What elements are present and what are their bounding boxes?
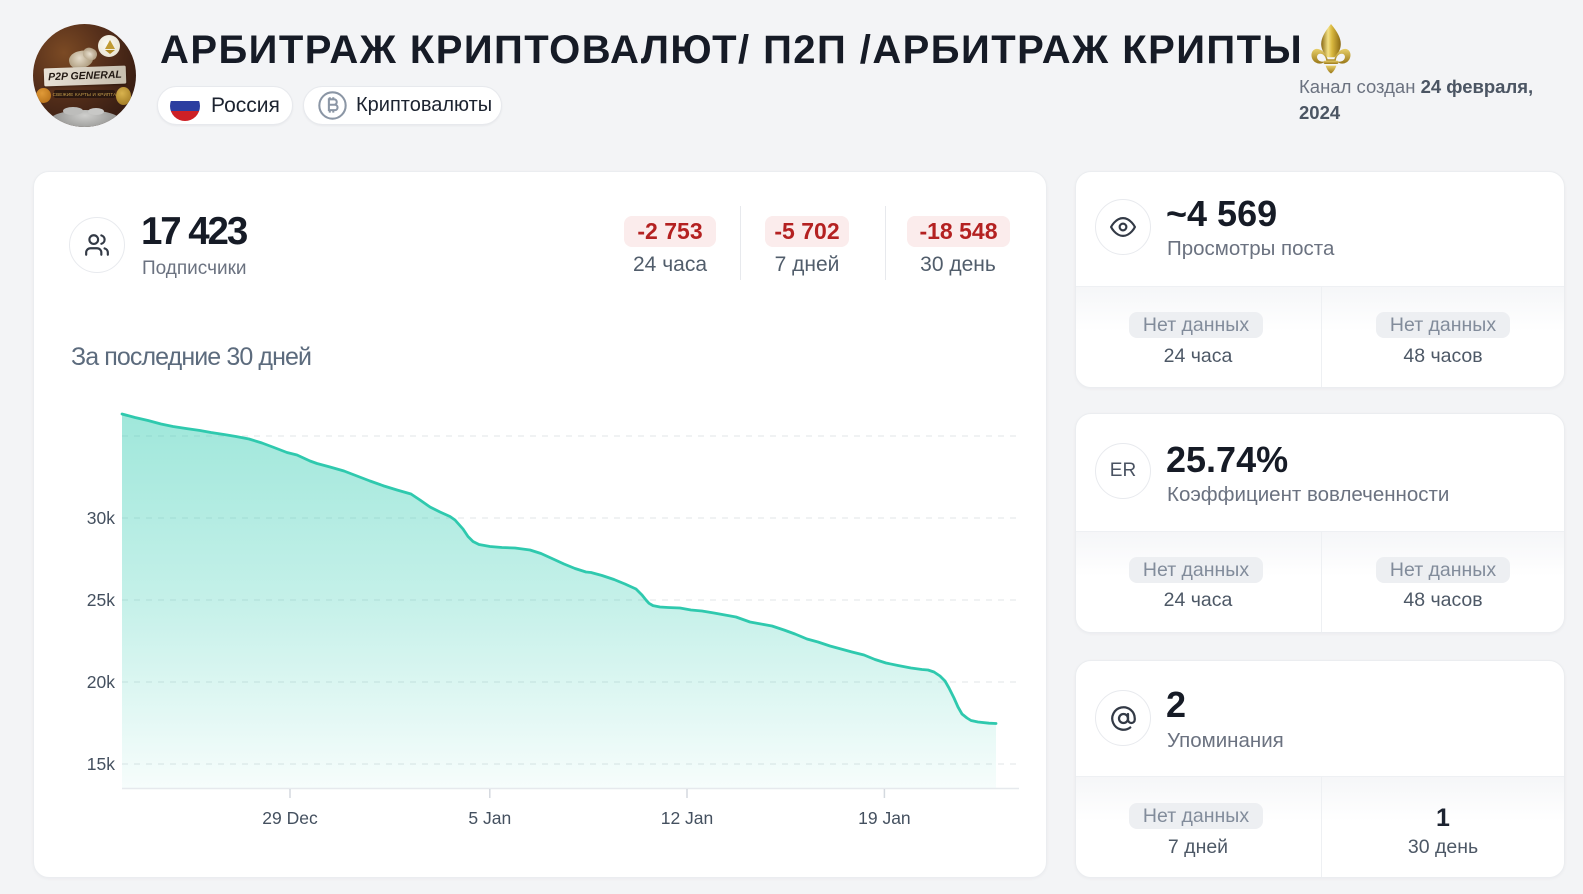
svg-text:25k: 25k <box>87 590 115 610</box>
svg-text:15k: 15k <box>87 754 115 774</box>
svg-text:5 Jan: 5 Jan <box>468 808 511 828</box>
svg-text:30k: 30k <box>87 508 115 528</box>
svg-text:12 Jan: 12 Jan <box>661 808 714 828</box>
svg-text:29 Dec: 29 Dec <box>262 808 318 828</box>
svg-text:20k: 20k <box>87 672 115 692</box>
svg-text:19 Jan: 19 Jan <box>858 808 911 828</box>
